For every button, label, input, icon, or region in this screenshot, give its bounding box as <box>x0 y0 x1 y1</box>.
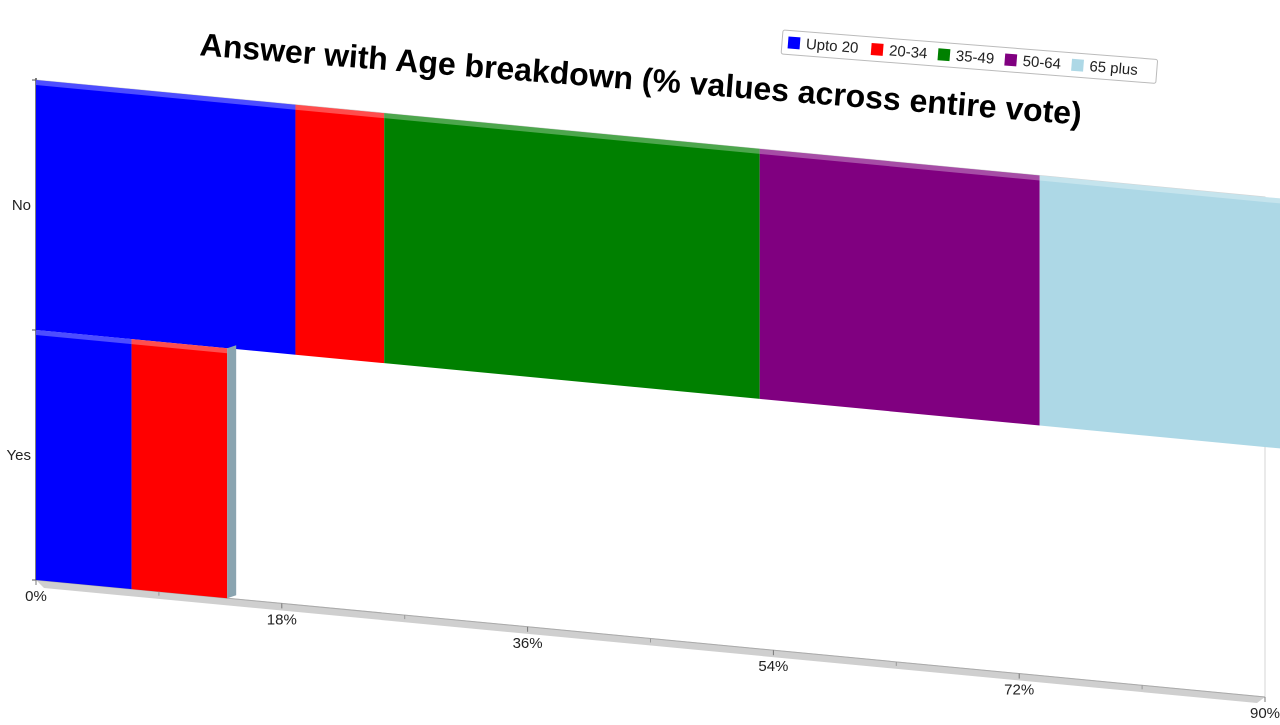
y-tick-label-yes: Yes <box>7 447 31 464</box>
bar-no-upto-20 <box>36 80 296 355</box>
legend-label-2: 35-49 <box>955 48 995 68</box>
bar-bevel-no-3 <box>759 148 1040 181</box>
bar-bevel-yes-1 <box>131 339 228 354</box>
legend-group: Upto 20 20-34 35-49 50-64 65 plus <box>780 29 1158 84</box>
bar-yes-20-34 <box>131 339 228 599</box>
legend-label-3: 50-64 <box>1022 53 1062 73</box>
legend-swatch-3 <box>1004 53 1018 67</box>
bar-bevel-no-1 <box>295 104 385 119</box>
legend-label-0: Upto 20 <box>805 36 859 57</box>
legend-label-4: 65 plus <box>1089 58 1139 79</box>
bar-side-yes <box>227 345 237 599</box>
legend-swatch-4 <box>1071 58 1084 72</box>
bar-bevel-no-4 <box>1039 175 1280 204</box>
bar-bevel-yes-0 <box>36 330 132 345</box>
bar-no-35-49 <box>384 113 760 399</box>
x-tick-label-36: 36% <box>513 635 543 652</box>
legend-label-1: 20-34 <box>888 42 928 62</box>
legend-swatch-1 <box>870 42 884 56</box>
legend-swatch-2 <box>937 48 951 62</box>
bar-no-20-34 <box>295 104 385 364</box>
x-tick-label-18: 18% <box>267 611 297 628</box>
bar-bevel-no-2 <box>384 113 760 154</box>
x-tick-label-90: 90% <box>1250 705 1280 720</box>
y-tick-label-no: No <box>12 197 31 214</box>
x-tick-label-72: 72% <box>1004 682 1034 699</box>
x-tick-label-54: 54% <box>758 658 788 675</box>
x-tick-label-0: 0% <box>25 588 47 605</box>
bar-no-50-64 <box>759 148 1040 426</box>
legend-swatch-0 <box>787 36 801 50</box>
bar-no-65-plus <box>1039 175 1280 449</box>
legend: Upto 20 20-34 35-49 50-64 65 plus <box>780 29 1158 84</box>
plot-area: No Yes 0% 18% 36% 54% 72% 90% <box>7 78 1280 722</box>
bar-yes-upto-20 <box>36 330 132 590</box>
bar-bevel-no-0 <box>36 80 296 110</box>
